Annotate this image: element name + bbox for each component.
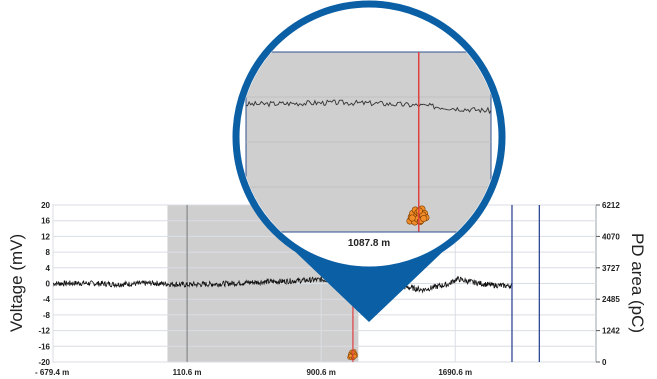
x-axis: - 679.4 m 110.6 m 900.6 m 1690.6 m	[35, 368, 472, 377]
y2-tick-label: 1242	[602, 327, 620, 336]
y-tick-label: -20	[38, 358, 50, 367]
y2-tick-label: 6212	[602, 201, 620, 210]
y2-axis-label: PD area (pC)	[628, 233, 647, 333]
y-tick-label: -16	[38, 342, 50, 351]
y-tick-label: -12	[38, 327, 50, 336]
y-tick-label: 12	[41, 232, 50, 241]
zoom-pd-point	[420, 215, 428, 223]
y-tick-label: 16	[41, 217, 50, 226]
y-tick-label: 20	[41, 201, 50, 210]
y-tick-label: 4	[46, 264, 51, 273]
y-tick-label: -4	[43, 295, 51, 304]
y-axis-right: 6212 4070 3727 2485 1242 0	[596, 201, 620, 367]
y2-tick-label: 4070	[602, 232, 620, 241]
zoom-pd-point	[408, 214, 416, 222]
y-axis-label: Voltage (mV)	[7, 234, 26, 332]
y-tick-label: 8	[46, 248, 51, 257]
zoom-trace-line	[245, 99, 492, 115]
voltage-trace-line	[53, 275, 513, 294]
y-axis-left: 20 16 12 8 4 0 -4 -8 -12 -16 -20	[38, 201, 50, 367]
zoom-grid-lines	[246, 96, 491, 188]
end-markers[interactable]	[511, 205, 540, 362]
x-tick-label: 1690.6 m	[438, 368, 472, 377]
x-tick-label: 900.6 m	[306, 368, 335, 377]
y2-tick-label: 3727	[602, 264, 620, 273]
magnifier-content	[245, 51, 492, 233]
zoom-pd-scatter	[406, 205, 430, 226]
y-tick-label: 0	[46, 280, 51, 289]
x-tick-label: - 679.4 m	[35, 368, 69, 377]
y-tick-label: -8	[43, 311, 51, 320]
y2-tick-label: 2485	[602, 295, 620, 304]
y2-tick-label: 0	[602, 358, 607, 367]
x-tick-label: 110.6 m	[173, 368, 202, 377]
cursor-label: 1087.8 m	[348, 238, 390, 249]
zoom-voltage-trace	[245, 99, 492, 115]
voltage-trace	[53, 275, 513, 294]
